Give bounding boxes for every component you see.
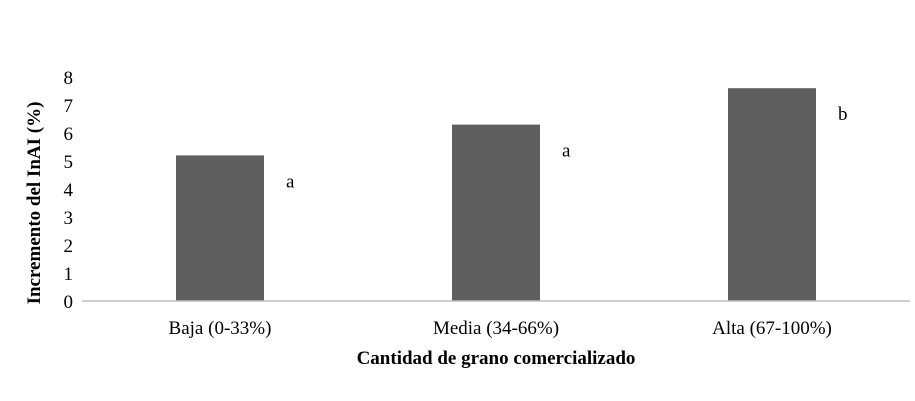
bars <box>176 88 816 301</box>
bar <box>176 155 264 301</box>
y-tick-label: 4 <box>64 180 74 201</box>
significance-letter: b <box>838 104 848 125</box>
y-axis-ticks: 0 1 2 3 4 5 6 7 8 <box>64 68 74 313</box>
y-tick-label: 0 <box>64 292 74 313</box>
y-tick-label: 8 <box>64 68 74 89</box>
y-tick-label: 5 <box>64 152 74 173</box>
significance-letter: a <box>286 171 295 192</box>
y-tick-label: 3 <box>64 208 74 229</box>
y-axis-title: Incremento del InAI (%) <box>24 102 45 305</box>
y-tick-label: 2 <box>64 236 74 257</box>
x-axis-ticks: Baja (0-33%) Media (34-66%) Alta (67-100%) <box>169 318 832 339</box>
bar <box>728 88 816 301</box>
significance-labels: a a b <box>286 104 848 192</box>
bar <box>452 124 540 301</box>
significance-letter: a <box>562 141 571 162</box>
x-tick-label: Media (34-66%) <box>433 318 559 339</box>
y-tick-label: 7 <box>64 96 74 117</box>
y-tick-label: 1 <box>64 264 74 285</box>
x-axis-title: Cantidad de grano comercializado <box>357 348 636 369</box>
x-tick-label: Alta (67-100%) <box>712 318 832 339</box>
x-tick-label: Baja (0-33%) <box>169 318 272 339</box>
y-tick-label: 6 <box>64 124 74 145</box>
